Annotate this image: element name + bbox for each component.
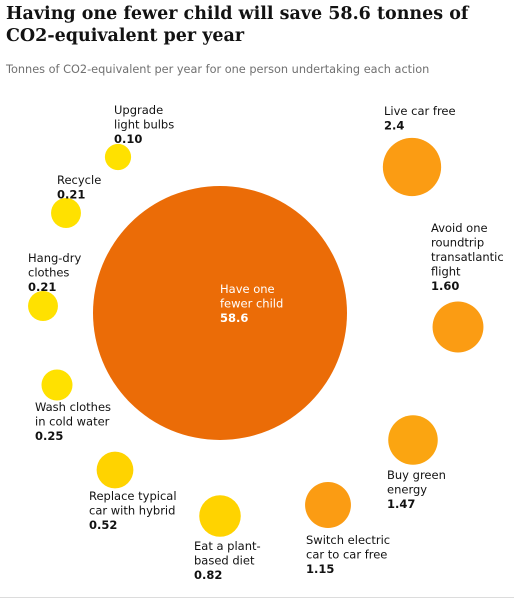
label-line: Replace typical <box>89 489 177 503</box>
bubble-car-free: Live car free 2.4 <box>382 104 456 197</box>
bubble-label-car-free: Live car free 2.4 <box>384 104 456 133</box>
bubble-circle-car-free <box>382 137 442 197</box>
bubble-circle-light-bulbs <box>104 143 132 171</box>
bubble-circle-electric-car <box>305 482 351 528</box>
value-label: 0.21 <box>28 280 56 294</box>
label-line: Have one <box>220 282 275 296</box>
bubble-recycle: Recycle 0.21 <box>51 173 101 228</box>
label-line: Hang-dry <box>28 251 81 265</box>
value-label: 0.21 <box>57 188 85 202</box>
label-line: energy <box>387 483 427 497</box>
label-line: Switch electric <box>306 533 390 547</box>
bubble-circle-plant-diet <box>199 495 241 537</box>
label-line: fewer child <box>220 297 283 311</box>
label-line: transatlantic <box>431 250 504 264</box>
value-label: 1.60 <box>431 279 459 293</box>
chart-title: Having one fewer child will save 58.6 to… <box>6 4 469 46</box>
label-line: based diet <box>194 554 255 568</box>
value-label: 58.6 <box>220 311 248 325</box>
bottom-divider <box>0 597 514 598</box>
value-label: 0.25 <box>35 429 63 443</box>
label-line: light bulbs <box>114 118 174 132</box>
bubble-transatlantic-flight: Avoid one roundtrip transatlantic flight 1.6… <box>431 221 504 353</box>
label-line: Recycle <box>57 173 101 187</box>
label-line: Wash clothes <box>35 400 111 414</box>
value-label: 2.4 <box>384 119 404 133</box>
value-label: 0.10 <box>114 132 142 146</box>
bubble-label-plant-diet: Eat a plant-based diet 0.82 <box>194 539 261 582</box>
bubble-circle-transatlantic-flight <box>432 301 484 353</box>
bubble-hybrid-car: Replace typical car with hybrid 0.52 <box>89 451 177 532</box>
bubble-hang-dry: Hang-dry clothes 0.21 <box>28 251 81 321</box>
bubble-circle-green-energy <box>388 415 438 465</box>
label-line: car to car free <box>306 548 387 562</box>
bubble-label-hang-dry: Hang-dry clothes 0.21 <box>28 251 81 294</box>
value-label: 1.15 <box>306 562 334 576</box>
label-line: Eat a plant- <box>194 539 261 553</box>
bubble-label-green-energy: Buy green energy 1.47 <box>387 468 446 511</box>
label-line: Upgrade <box>114 103 163 117</box>
bubble-label-light-bulbs: Upgrade light bulbs 0.10 <box>114 103 174 146</box>
bubble-label-transatlantic-flight: Avoid one roundtrip transatlantic flight 1.6… <box>431 221 504 293</box>
bubble-label-recycle: Recycle 0.21 <box>57 173 101 202</box>
bubble-label-cold-wash: Wash clothes in cold water 0.25 <box>35 400 111 443</box>
bubble-label-hybrid-car: Replace typical car with hybrid 0.52 <box>89 489 177 532</box>
label-line: flight <box>431 265 461 279</box>
bubble-circle-hybrid-car <box>96 451 134 489</box>
value-label: 0.82 <box>194 568 222 582</box>
value-label: 0.52 <box>89 518 117 532</box>
bubble-plant-diet: Eat a plant-based diet 0.82 <box>194 495 261 582</box>
bubble-circle-recycle <box>51 198 81 228</box>
bubble-light-bulbs: Upgrade light bulbs 0.10 <box>104 103 174 171</box>
bubble-label-fewer-child: Have one fewer child 58.6 <box>220 282 283 325</box>
label-line: in cold water <box>35 415 110 429</box>
chart-subtitle: Tonnes of CO2-equivalent per year for on… <box>6 63 430 76</box>
label-line: Avoid one <box>431 221 488 235</box>
bubble-cold-wash: Wash clothes in cold water 0.25 <box>35 369 111 443</box>
bubble-circle-fewer-child <box>93 186 347 440</box>
bubble-green-energy: Buy green energy 1.47 <box>387 415 446 511</box>
label-line: Buy green <box>387 468 446 482</box>
bubble-circle-hang-dry <box>28 291 58 321</box>
label-line: car with hybrid <box>89 504 175 518</box>
bubble-fewer-child: Have one fewer child 58.6 <box>93 186 347 440</box>
label-line: clothes <box>28 266 69 280</box>
label-line: Live car free <box>384 104 456 118</box>
label-line: roundtrip <box>431 236 484 250</box>
bubble-label-electric-car: Switch electric car to car free 1.15 <box>306 533 390 576</box>
bubble-electric-car: Switch electric car to car free 1.15 <box>305 482 390 576</box>
bubble-circle-cold-wash <box>41 369 73 401</box>
value-label: 1.47 <box>387 497 415 511</box>
